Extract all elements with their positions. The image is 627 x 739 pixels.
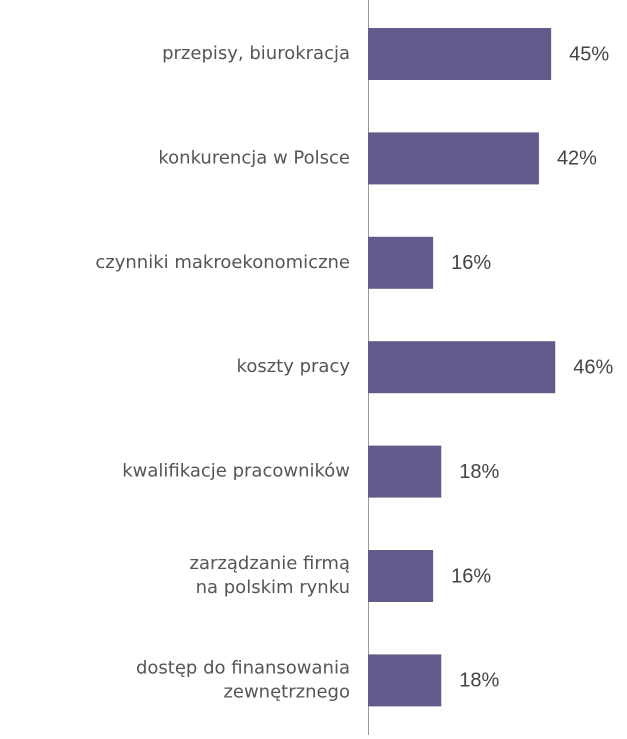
category-label: koszty pracy (237, 356, 351, 377)
category-label: konkurencja w Polsce (158, 147, 350, 168)
category-label: czynniki makroekonomiczne (95, 252, 350, 273)
value-label: 46% (573, 356, 613, 378)
category-label: przepisy, biurokracja (162, 43, 350, 64)
value-label: 16% (451, 252, 491, 274)
bar (368, 28, 552, 80)
value-label: 45% (569, 43, 609, 65)
bar (368, 236, 434, 289)
bar (368, 550, 434, 602)
bar (368, 445, 442, 498)
category-label: zarządzanie firmą na polskim rynku (190, 553, 350, 598)
bar (368, 654, 442, 707)
value-label: 16% (451, 565, 491, 587)
category-label: kwalifikacje pracowników (122, 461, 350, 482)
category-label: dostęp do finansowania zewnętrznego (136, 657, 350, 702)
bar (368, 341, 556, 394)
value-label: 18% (459, 670, 499, 692)
bar (368, 132, 539, 185)
value-label: 18% (459, 461, 499, 483)
value-label: 42% (557, 148, 597, 170)
